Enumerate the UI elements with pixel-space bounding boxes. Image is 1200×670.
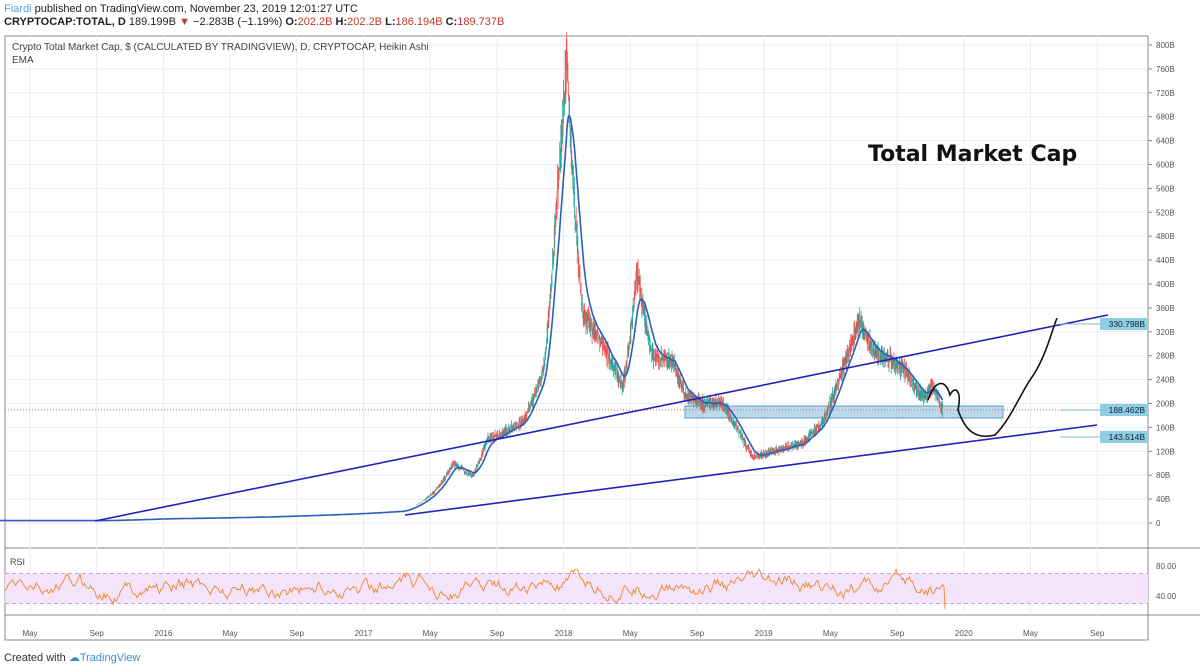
time-tick-label: Sep xyxy=(490,629,505,638)
brand-link[interactable]: TradingView xyxy=(79,652,141,664)
upper-trendline xyxy=(94,314,1109,522)
time-tick-label: May xyxy=(22,629,37,638)
price-tick-label: 600B xyxy=(1156,161,1175,170)
price-tick-label: 320B xyxy=(1156,328,1175,337)
price-tick-label: 680B xyxy=(1156,113,1175,122)
rsi-line xyxy=(4,568,946,610)
price-tick-label: 240B xyxy=(1156,376,1175,385)
rsi-band xyxy=(5,573,1148,604)
price-label: 330.798B xyxy=(1109,319,1146,329)
time-tick-label: May xyxy=(423,629,438,638)
annotation-text: Total Market Cap xyxy=(868,142,1077,167)
price-label-bg xyxy=(1100,431,1147,443)
time-tick-label: 2019 xyxy=(755,629,773,638)
chart-frame xyxy=(4,35,1149,641)
symbol: CRYPTOCAP:TOTAL, D xyxy=(4,16,126,28)
time-tick-label: May xyxy=(223,629,238,638)
author-link[interactable]: Fiardi xyxy=(4,3,32,15)
low-value: 186.194B xyxy=(395,16,443,28)
open-label: O: xyxy=(285,16,298,28)
price-tick-label: 360B xyxy=(1156,304,1175,313)
time-tick-label: 2016 xyxy=(155,629,173,638)
footer: Created with ☁TradingView xyxy=(4,651,140,664)
lower-trendline xyxy=(404,424,1098,516)
price-tick-label: 280B xyxy=(1156,352,1175,361)
time-tick-label: Sep xyxy=(690,629,705,638)
price-tick-label: 720B xyxy=(1156,89,1175,98)
price-change: −2.283B (−1.19%) xyxy=(193,16,283,28)
series-title: Crypto Total Market Cap, $ (CALCULATED B… xyxy=(12,42,429,53)
time-tick-label: Sep xyxy=(1090,629,1105,638)
price-label: 188.462B xyxy=(1109,405,1146,415)
open-value: 202.2B xyxy=(297,16,333,28)
close-label: C: xyxy=(445,16,458,28)
price-tick-label: 40B xyxy=(1156,495,1170,504)
price-label: 143.514B xyxy=(1109,432,1146,442)
down-arrow-icon: ▼ xyxy=(179,16,190,28)
tradingview-logo-icon: ☁ xyxy=(68,652,80,664)
time-tick-label: May xyxy=(623,629,638,638)
price-tick-label: 400B xyxy=(1156,280,1175,289)
ema-line xyxy=(0,114,944,522)
symbol-quote: CRYPTOCAP:TOTAL, D 189.199B ▼ −2.283B (−… xyxy=(4,16,504,28)
price-tick-label: 560B xyxy=(1156,184,1175,193)
publish-text: published on TradingView.com, November 2… xyxy=(34,3,358,15)
price-tick-label: 480B xyxy=(1156,232,1175,241)
price-tick-label: 440B xyxy=(1156,256,1175,265)
time-tick-label: 2017 xyxy=(355,629,373,638)
created-with: Created with xyxy=(4,652,66,664)
last-price: 189.199B xyxy=(128,16,176,28)
rsi-tick-label: 40.00 xyxy=(1156,592,1177,601)
price-tick-label: 800B xyxy=(1156,41,1175,50)
price-tick-label: 760B xyxy=(1156,65,1175,74)
price-tick-label: 200B xyxy=(1156,400,1175,409)
price-tick-label: 640B xyxy=(1156,137,1175,146)
price-tick-label: 120B xyxy=(1156,447,1175,456)
price-tick-label: 160B xyxy=(1156,423,1175,432)
time-tick-label: May xyxy=(1023,629,1038,638)
projection-path xyxy=(927,317,1058,437)
price-tick-label: 80B xyxy=(1156,471,1170,480)
time-tick-label: Sep xyxy=(290,629,305,638)
rsi-label: RSI xyxy=(10,557,25,567)
price-label-bg xyxy=(1100,404,1147,416)
support-zone xyxy=(684,405,1004,419)
price-tick-label: 520B xyxy=(1156,208,1175,217)
high-label: H: xyxy=(335,16,348,28)
high-value: 202.2B xyxy=(347,16,383,28)
time-tick-label: Sep xyxy=(890,629,905,638)
indicator-label: EMA xyxy=(12,55,34,66)
close-value: 189.737B xyxy=(457,16,505,28)
price-label-bg xyxy=(1100,318,1147,330)
time-tick-label: 2020 xyxy=(955,629,973,638)
rsi-tick-label: 80.00 xyxy=(1156,562,1177,571)
time-tick-label: May xyxy=(823,629,838,638)
publish-info: Fiardi published on TradingView.com, Nov… xyxy=(4,3,358,15)
price-chart[interactable]: 800B 760B 720B 680B 640B 600B 560B 520B 480B 440B… xyxy=(0,32,1200,644)
low-label: L: xyxy=(385,16,396,28)
chart-legend: Crypto Total Market Cap, $ (CALCULATED B… xyxy=(12,41,429,67)
time-tick-label: Sep xyxy=(90,629,105,638)
price-tick-label: 0 xyxy=(1156,519,1161,528)
time-tick-label: 2018 xyxy=(555,629,573,638)
